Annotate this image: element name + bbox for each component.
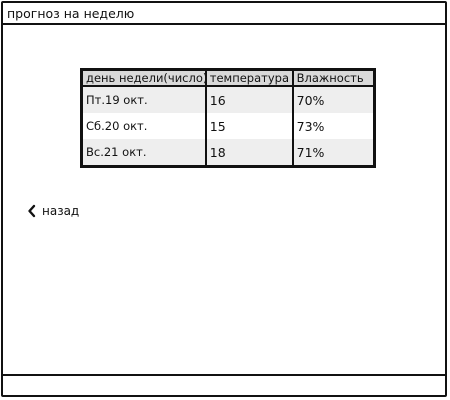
status-bar [3, 374, 445, 395]
temperature-cell: 15 [205, 113, 294, 139]
temperature-cell: 16 [205, 86, 294, 113]
day-cell: Сб.20 окт. [81, 113, 207, 139]
day-cell: Вс.21 окт. [81, 139, 207, 167]
back-link-label: назад [42, 204, 80, 218]
column-header-humidity: Влажность [292, 69, 375, 87]
window-title: прогноз на неделю [7, 6, 135, 21]
humidity-cell: 71% [292, 139, 375, 167]
day-cell: Пт.19 окт. [81, 86, 207, 113]
table-row: Сб.20 окт. 15 73% [81, 113, 375, 139]
table-row: Вс.21 окт. 18 71% [81, 139, 375, 167]
humidity-cell: 73% [296, 118, 325, 134]
humidity-cell: 70% [292, 86, 375, 113]
back-link[interactable]: назад [27, 204, 79, 218]
column-header-temperature: температура [205, 69, 294, 87]
table-header-row: день недели(число) температура Влажность [81, 69, 375, 87]
table-row: Пт.19 окт. 16 70% [81, 86, 375, 113]
temperature-cell: 18 [205, 139, 294, 167]
column-header-day: день недели(число) [81, 69, 207, 87]
forecast-table: день недели(число) температура Влажность… [80, 68, 376, 168]
title-bar: прогноз на неделю [3, 3, 445, 25]
chevron-left-icon [27, 204, 37, 218]
